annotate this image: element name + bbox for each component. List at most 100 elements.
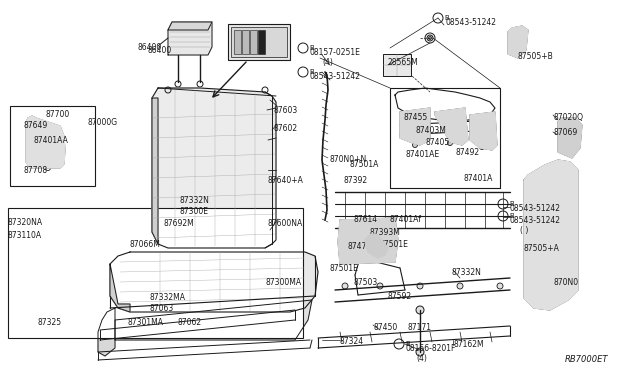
Text: 87403M: 87403M [416,126,447,135]
Text: 87505+A: 87505+A [524,244,560,253]
Circle shape [476,124,492,140]
Circle shape [447,141,452,145]
Polygon shape [168,22,212,55]
Text: 87700: 87700 [46,110,70,119]
Text: 87603: 87603 [274,106,298,115]
Text: 87325: 87325 [38,318,62,327]
Text: 87640+A: 87640+A [268,176,304,185]
Circle shape [444,120,460,136]
Text: 08543-51242: 08543-51242 [310,72,361,81]
Text: 87614: 87614 [354,215,378,224]
Text: 87501A: 87501A [349,160,378,169]
Bar [242,30,249,54]
Text: 87332MA: 87332MA [150,293,186,302]
Polygon shape [338,218,398,264]
Text: (4): (4) [416,354,427,363]
Circle shape [417,283,423,289]
Text: 87602: 87602 [274,124,298,133]
Circle shape [416,348,424,356]
Bar [250,30,257,54]
Text: 87162M: 87162M [453,340,484,349]
Polygon shape [524,160,578,310]
Text: B: B [309,69,314,75]
Text: 87392: 87392 [344,176,368,185]
Circle shape [413,112,417,118]
Text: 87401AE: 87401AE [406,150,440,159]
Bar [228,24,290,60]
Text: 08543-51242: 08543-51242 [510,204,561,213]
Text: 87692M: 87692M [163,219,194,228]
Circle shape [377,283,383,289]
Polygon shape [365,234,388,258]
Text: 87450: 87450 [373,323,397,332]
Text: 87649: 87649 [24,121,48,130]
Circle shape [429,36,431,39]
Text: 87708: 87708 [24,166,48,175]
Text: 87301MA: 87301MA [128,318,164,327]
Text: 87472: 87472 [347,242,371,251]
Text: 87401Af: 87401Af [390,215,422,224]
Text: 87501E: 87501E [330,264,359,273]
Circle shape [413,142,417,148]
Text: 873110A: 873110A [8,231,42,240]
Text: 87492: 87492 [456,148,480,157]
Text: 87324: 87324 [340,337,364,346]
Bar [383,54,411,76]
Text: B: B [405,341,410,347]
Text: 86400: 86400 [138,43,163,52]
Text: 87405: 87405 [426,138,451,147]
Text: B: B [509,201,514,207]
Text: 87401A: 87401A [464,174,493,183]
Text: 87300MA: 87300MA [265,278,301,287]
Text: 08157-0251E: 08157-0251E [310,48,361,57]
Circle shape [342,283,348,289]
Circle shape [366,248,374,256]
Text: 87062: 87062 [178,318,202,327]
Circle shape [497,283,503,289]
Text: 87171: 87171 [408,323,432,332]
Polygon shape [508,26,528,58]
Polygon shape [26,116,65,168]
Bar [8,208,303,338]
Bar [234,30,241,54]
Text: 87393M: 87393M [369,228,400,237]
Circle shape [479,144,484,150]
Text: 87332N: 87332N [451,268,481,277]
Polygon shape [110,264,130,312]
Text: 87600NA: 87600NA [268,219,303,228]
Polygon shape [400,108,430,145]
Text: (4): (4) [322,58,333,67]
Text: 87503: 87503 [354,278,378,287]
Text: B: B [309,45,314,51]
Text: 87505+B: 87505+B [518,52,554,61]
Text: 08543-51242: 08543-51242 [445,18,496,27]
Circle shape [457,283,463,289]
Bar [258,30,265,54]
Text: 87455: 87455 [404,113,428,122]
Text: 87332N: 87332N [180,196,210,205]
Text: 870N0+N: 870N0+N [330,155,367,164]
Text: 87000G: 87000G [88,118,118,127]
Polygon shape [168,22,212,30]
Circle shape [427,35,433,41]
Text: B: B [444,15,449,21]
Bar [10,106,95,186]
Text: 87501E: 87501E [380,240,409,249]
Text: B: B [509,213,514,219]
Polygon shape [152,88,276,248]
Circle shape [479,113,484,119]
Text: 08156-8201F: 08156-8201F [406,344,456,353]
Text: 87066M: 87066M [130,240,161,249]
Polygon shape [470,112,497,150]
Polygon shape [435,108,468,145]
Circle shape [416,306,424,314]
Text: 870N0: 870N0 [554,278,579,287]
Text: 87320NA: 87320NA [8,218,43,227]
Text: 28565M: 28565M [388,58,419,67]
Circle shape [447,110,452,115]
Polygon shape [558,118,582,158]
Text: ( ): ( ) [520,226,529,235]
Circle shape [410,122,426,138]
Text: 87401AA: 87401AA [34,136,69,145]
Text: 87020Q: 87020Q [553,113,583,122]
